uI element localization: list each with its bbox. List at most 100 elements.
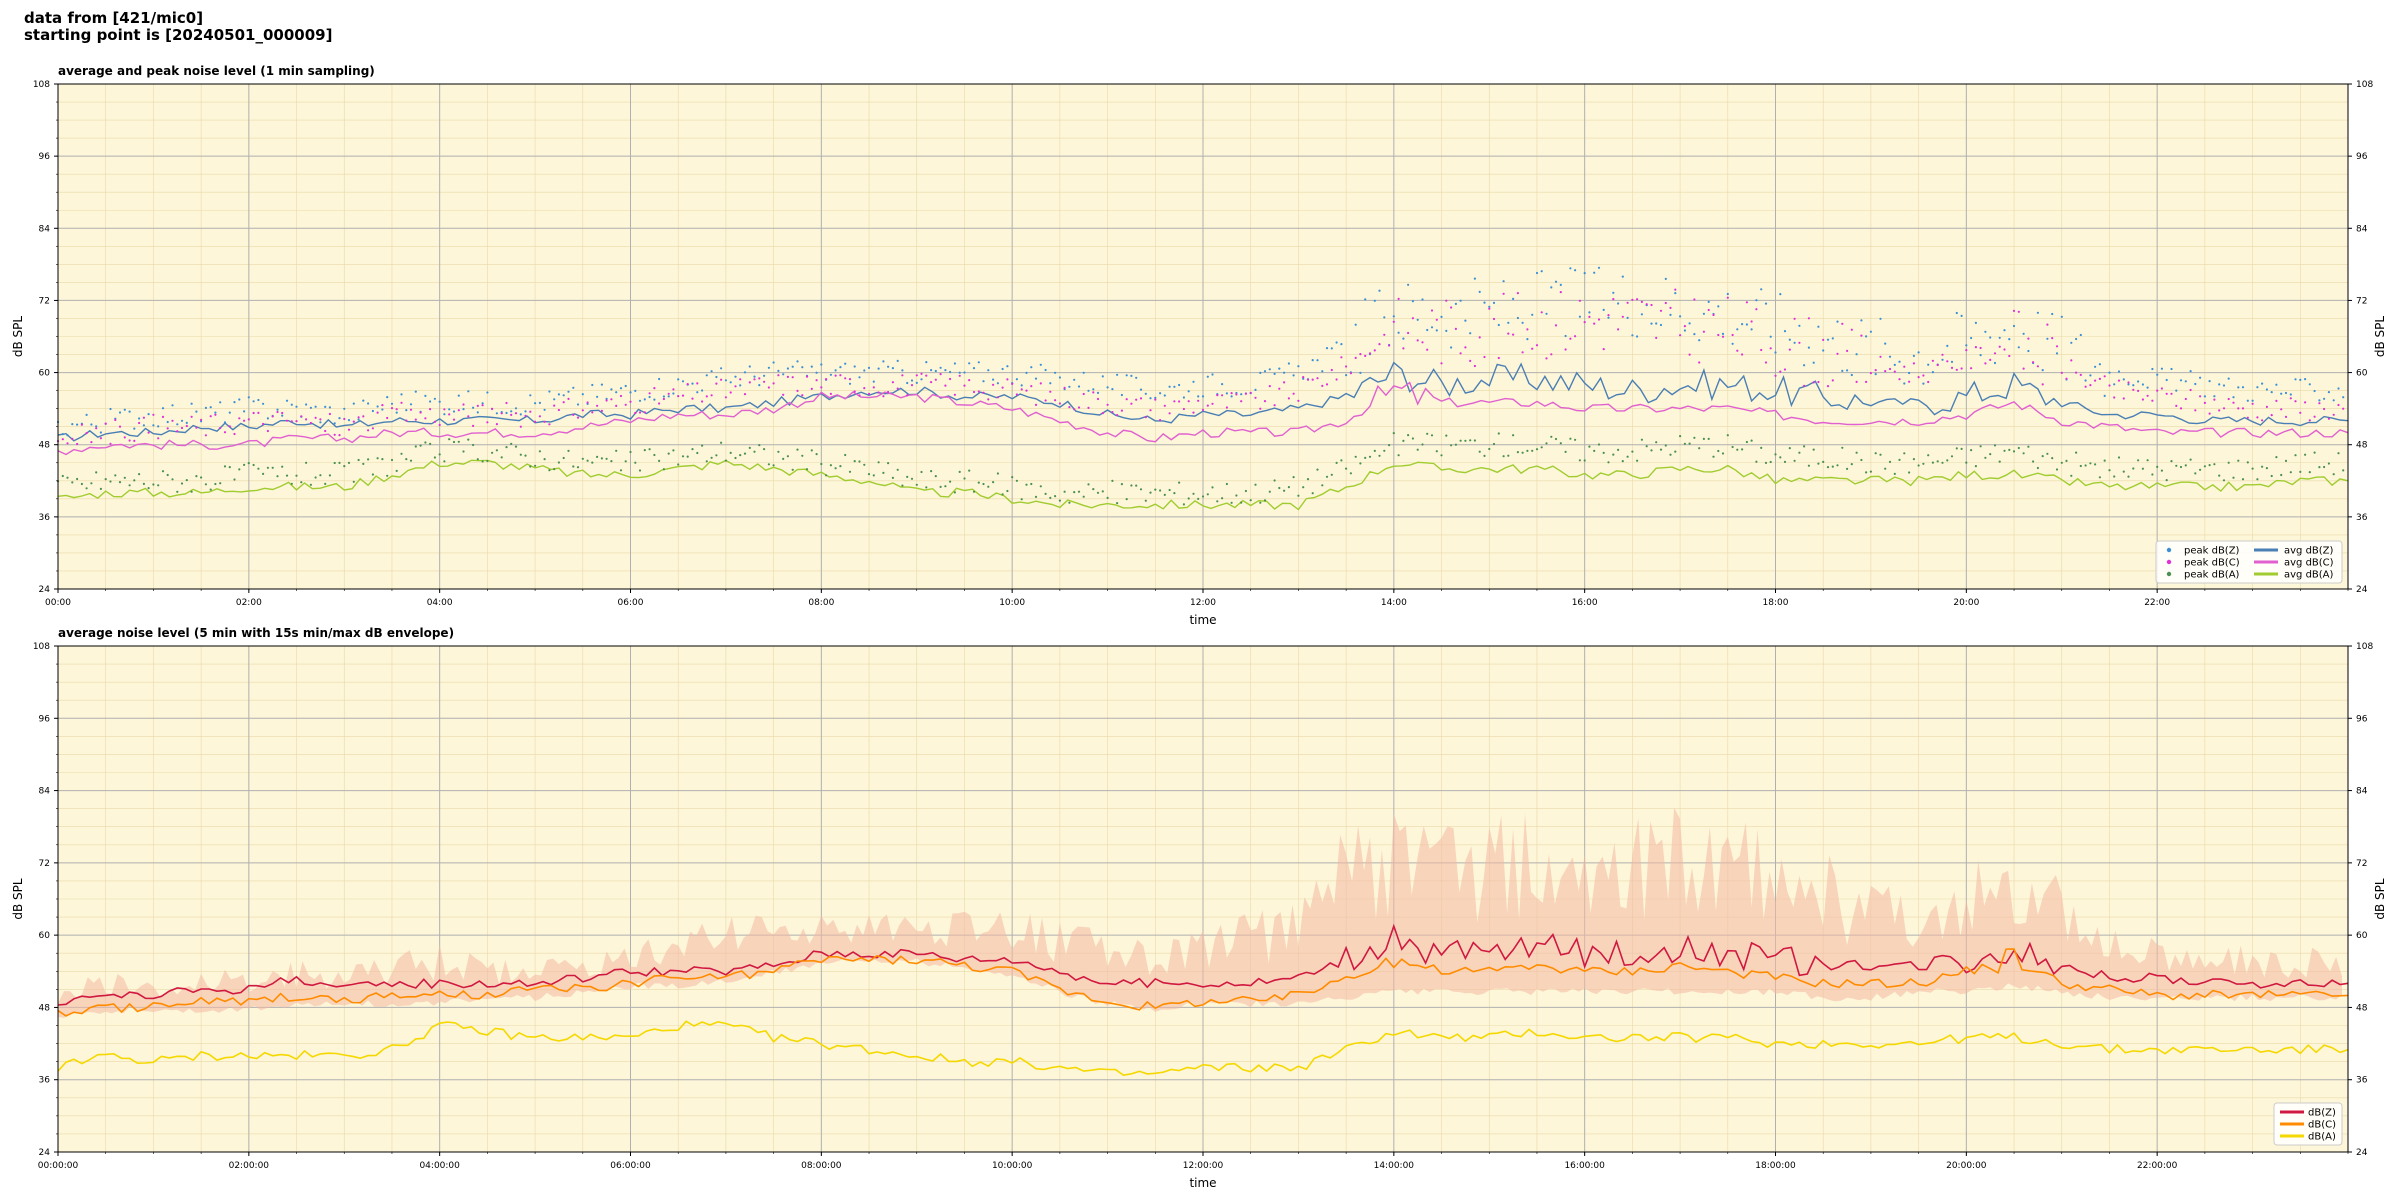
y-tick-label-right: 96 bbox=[2356, 714, 2368, 724]
data-point bbox=[2332, 413, 2335, 416]
data-point bbox=[2084, 379, 2087, 382]
data-point bbox=[1745, 301, 1748, 304]
data-point bbox=[1311, 492, 1314, 495]
data-point bbox=[1335, 341, 1338, 344]
data-point bbox=[1617, 448, 1620, 451]
y-tick-label-right: 60 bbox=[2356, 931, 2368, 941]
data-point bbox=[1850, 463, 1853, 466]
data-point bbox=[848, 470, 852, 473]
data-point bbox=[1593, 322, 1596, 325]
data-point bbox=[262, 402, 265, 405]
data-point bbox=[1512, 333, 1515, 336]
data-point bbox=[1287, 362, 1290, 365]
data-point bbox=[548, 469, 551, 472]
data-point bbox=[1693, 333, 1696, 336]
data-point bbox=[2299, 470, 2302, 473]
data-point bbox=[949, 370, 952, 374]
data-point bbox=[2218, 383, 2221, 386]
data-point bbox=[791, 376, 794, 379]
data-point bbox=[1888, 460, 1892, 463]
data-point bbox=[2203, 465, 2206, 468]
data-point bbox=[1092, 391, 1095, 394]
data-point bbox=[2323, 397, 2326, 400]
data-point bbox=[1006, 365, 1009, 368]
data-point bbox=[1149, 409, 1152, 412]
data-point bbox=[1645, 303, 1648, 306]
data-point bbox=[1392, 315, 1395, 318]
data-point bbox=[2251, 467, 2254, 470]
data-point bbox=[2117, 379, 2121, 382]
data-point bbox=[834, 467, 837, 470]
data-point bbox=[1297, 494, 1300, 497]
data-point bbox=[1087, 406, 1090, 409]
data-point bbox=[2270, 391, 2273, 394]
data-point bbox=[2060, 371, 2063, 374]
data-point bbox=[1469, 359, 1472, 362]
data-point bbox=[1574, 269, 1577, 272]
data-point bbox=[1407, 283, 1410, 286]
data-point bbox=[1034, 403, 1038, 406]
data-point bbox=[147, 487, 150, 490]
data-point bbox=[209, 415, 212, 418]
data-point bbox=[882, 395, 885, 398]
data-point bbox=[1254, 483, 1257, 486]
data-point bbox=[1464, 439, 1467, 442]
data-point bbox=[123, 408, 126, 411]
data-point bbox=[572, 465, 575, 468]
data-point bbox=[1469, 439, 1472, 442]
data-point bbox=[1955, 447, 1958, 450]
data-point bbox=[2289, 397, 2292, 400]
data-point bbox=[1540, 270, 1543, 273]
data-point bbox=[863, 369, 866, 372]
data-point bbox=[109, 442, 112, 445]
data-point bbox=[176, 430, 179, 433]
data-point bbox=[562, 401, 565, 404]
data-point bbox=[534, 402, 537, 405]
data-point bbox=[1111, 411, 1114, 414]
data-point bbox=[1717, 333, 1720, 337]
data-point bbox=[867, 392, 871, 395]
legend-label: peak dB(C) bbox=[2184, 558, 2240, 569]
data-point bbox=[1874, 369, 1877, 372]
data-point bbox=[324, 429, 327, 433]
data-point bbox=[992, 481, 995, 484]
data-point bbox=[705, 374, 708, 377]
data-point bbox=[1927, 363, 1930, 366]
data-point bbox=[166, 473, 169, 477]
data-point bbox=[2275, 456, 2278, 459]
data-point bbox=[2304, 378, 2307, 381]
data-point bbox=[443, 460, 446, 463]
data-point bbox=[1063, 386, 1066, 389]
data-point bbox=[1464, 319, 1467, 322]
data-point bbox=[1507, 321, 1510, 324]
data-point bbox=[1898, 378, 1901, 381]
data-point bbox=[1397, 297, 1400, 300]
data-point bbox=[1950, 366, 1954, 369]
data-point bbox=[2165, 378, 2168, 382]
data-point bbox=[2075, 337, 2078, 341]
data-point bbox=[71, 437, 74, 440]
data-point bbox=[1516, 292, 1519, 295]
data-point bbox=[1130, 402, 1133, 405]
data-point bbox=[972, 390, 976, 394]
data-point bbox=[1435, 318, 1438, 321]
data-point bbox=[510, 442, 513, 445]
data-point bbox=[1578, 299, 1581, 302]
data-point bbox=[2094, 365, 2097, 368]
data-point bbox=[2122, 378, 2125, 381]
data-point bbox=[1664, 277, 1667, 280]
data-point bbox=[1955, 368, 1958, 371]
data-point bbox=[109, 480, 112, 483]
data-point bbox=[114, 418, 117, 422]
data-point bbox=[1865, 335, 1868, 338]
data-point bbox=[200, 476, 203, 479]
data-point bbox=[1908, 380, 1911, 383]
data-point bbox=[1306, 378, 1310, 381]
data-point bbox=[1497, 356, 1500, 360]
data-point bbox=[262, 472, 265, 475]
data-point bbox=[1965, 461, 1968, 464]
data-point bbox=[1397, 331, 1400, 334]
data-point bbox=[290, 420, 293, 423]
data-point bbox=[1049, 382, 1052, 385]
data-point bbox=[791, 365, 794, 368]
